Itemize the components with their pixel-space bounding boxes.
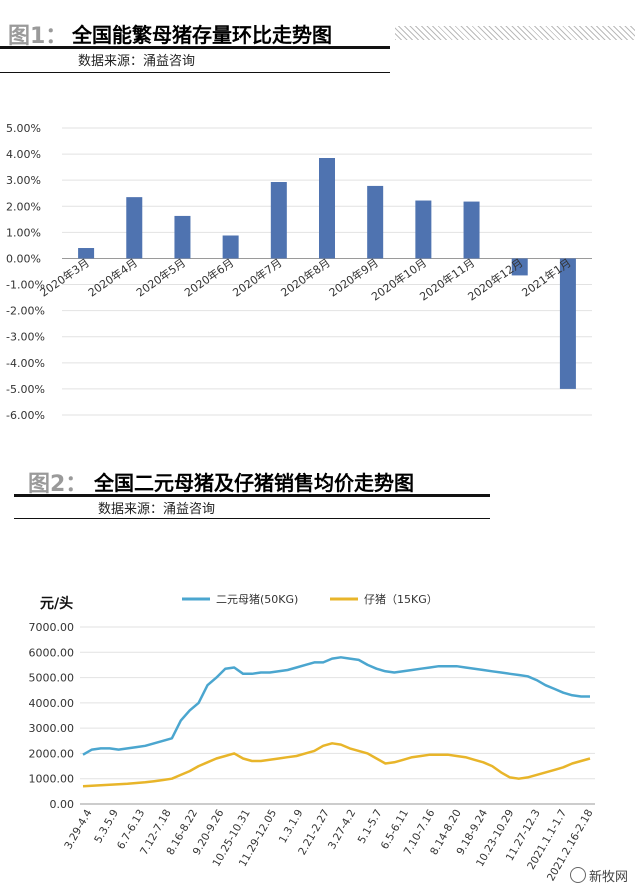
chart1-y-tick-label: -3.00% — [6, 331, 45, 344]
chart1-bar — [270, 182, 287, 259]
chart1-y-tick-label: -2.00% — [6, 305, 45, 318]
figure1-title-rule — [0, 46, 390, 49]
chart1-bar — [415, 200, 432, 259]
chart1-bar — [78, 248, 95, 259]
watermark-text: 新牧网 — [588, 870, 628, 885]
chart1-bar — [463, 201, 480, 259]
figure1-source: 数据来源：涌益咨询 — [78, 54, 196, 69]
chart2-y-tick-label: 1000.00 — [29, 773, 75, 786]
chart1-y-tick-label: -1.00% — [6, 279, 45, 292]
chart1-bar — [559, 258, 576, 389]
chart2-y-tick-label: 3000.00 — [29, 722, 75, 735]
chart1-bar — [367, 185, 384, 259]
figure1-title: 全国能繁母猪存量环比走势图 — [72, 23, 332, 47]
chart2-x-tick-label: 3.29-4.4 — [62, 807, 94, 851]
chart2-y-tick-label: 2000.00 — [29, 747, 75, 760]
chart2-y-tick-label: 5000.00 — [29, 672, 75, 685]
figure2-title-rule — [14, 494, 490, 497]
chart2-x-tick-label: 5.3.5.9 — [92, 808, 121, 846]
chart1-y-tick-label: 2.00% — [6, 200, 41, 213]
chart2-x-tick-label: 1.3.1.9 — [277, 808, 306, 846]
chart1-x-tick-label: 2020年7月 — [230, 255, 285, 299]
chart1-y-tick-label: -6.00% — [6, 409, 45, 422]
chart1-x-tick-label: 2020年4月 — [85, 255, 140, 299]
watermark: 新牧网 — [569, 866, 628, 885]
chart2-line-chart: 元/头 7000.00 6000.00 5000.00 4000.00 3000.00 20… — [29, 593, 596, 883]
figure2-title: 全国二元母猪及仔猪销售均价走势图 — [94, 471, 414, 495]
figure1-number: 图1： — [8, 24, 68, 49]
chart1-y-tick-label: -5.00% — [6, 383, 45, 396]
chart1-y-tick-label: 4.00% — [6, 148, 41, 161]
chart2-y-tick-label: 7000.00 — [29, 621, 75, 634]
chart1-x-tick-label: 2020年5月 — [133, 255, 188, 299]
chart1-bar — [222, 235, 239, 259]
chart1-x-tick-label: 2020年3月 — [37, 255, 92, 299]
chart1-y-tick-label: 1.00% — [6, 226, 41, 239]
chart1-x-tick-label: 2020年6月 — [182, 255, 237, 299]
figure1-source-rule — [0, 72, 390, 73]
figure1-header: 图1： 全国能繁母猪存量环比走势图 数据来源：涌益咨询 — [0, 18, 640, 74]
chart1-y-tick-label: 5.00% — [6, 122, 41, 135]
chart2-y-tick-label: 4000.00 — [29, 697, 75, 710]
figure2-source-rule — [14, 518, 490, 519]
chart1-y-tick-label: 3.00% — [6, 174, 41, 187]
chart1-bar — [126, 197, 143, 259]
chart2-legend-label: 二元母猪(50KG) — [216, 593, 298, 606]
figure2-number: 图2： — [28, 472, 88, 497]
chart1-y-tick-label: 0.00% — [6, 252, 41, 265]
chart1-bar — [174, 215, 191, 259]
chart1-bar-chart: 5.00% 4.00% 3.00% 2.00% 1.00% 0.00% -1.00% -2.0… — [6, 122, 592, 422]
chart2-y-tick-label: 0.00 — [50, 798, 75, 811]
chart1-bar — [511, 258, 528, 276]
chart1-y-tick-label: -4.00% — [6, 357, 45, 370]
figure1-hatch-decoration — [395, 26, 635, 40]
wechat-logo-icon — [569, 867, 586, 883]
chart1-x-tick-label: 2020年8月 — [278, 255, 333, 299]
chart2-x-tick-label: 5.1-5.7 — [356, 808, 385, 846]
chart1-bar — [319, 158, 335, 259]
figure2-source: 数据来源：涌益咨询 — [98, 502, 216, 517]
figure2-header: 图2： 全国二元母猪及仔猪销售均价走势图 数据来源：涌益咨询 — [0, 466, 640, 522]
chart2-legend-label: 仔猪（15KG） — [364, 593, 438, 606]
chart2-y-axis-label: 元/头 — [40, 595, 73, 612]
chart2-series-line — [82, 656, 590, 756]
chart2-y-tick-label: 6000.00 — [29, 646, 75, 659]
chart2-series-line — [82, 742, 591, 788]
